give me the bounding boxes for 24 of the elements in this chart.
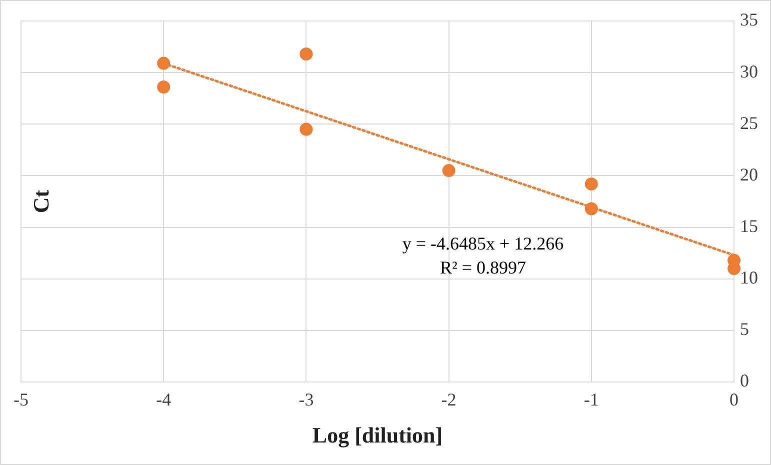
point: [584, 177, 598, 190]
x-tick-label: -5: [14, 390, 28, 410]
y-tick-label: 20: [740, 164, 758, 184]
y-tick-label: 5: [740, 319, 749, 340]
y-tick-label: 0: [740, 370, 749, 391]
point: [300, 48, 313, 61]
x-tick-label: -3: [298, 390, 314, 410]
y-tick-label: 30: [740, 61, 758, 82]
y-tick-label: 15: [740, 216, 758, 236]
x-tick-label: -2: [441, 390, 456, 410]
x-tick-label: -4: [156, 390, 172, 410]
y-tick-label: 35: [740, 10, 758, 30]
y-tick-label: 10: [740, 268, 758, 288]
annotation: R² = 0.8997: [440, 258, 526, 278]
y-axis-title: Ct: [28, 189, 54, 214]
x-tick-label: -1: [584, 390, 599, 410]
point: [157, 56, 170, 70]
point: [442, 164, 456, 178]
x-axis-title: Log [dilution]: [312, 422, 443, 448]
point: [300, 122, 313, 136]
point: [157, 80, 170, 94]
y-tick-label: 25: [740, 112, 758, 133]
annotation: y = -4.6485x + 12.266: [402, 234, 564, 254]
point: [584, 202, 598, 216]
